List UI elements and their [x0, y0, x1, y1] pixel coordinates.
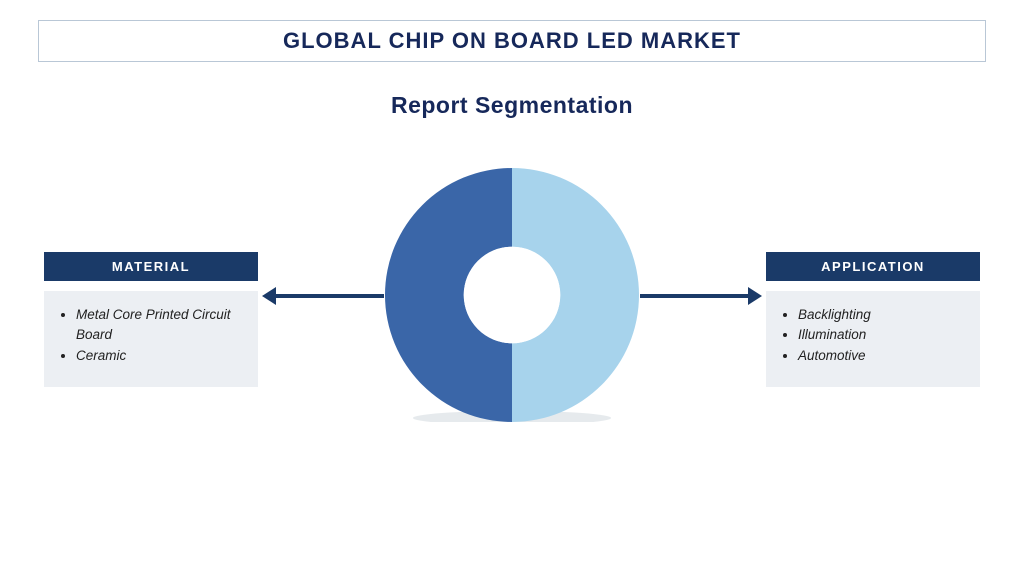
panel-material-header: MATERIAL	[44, 252, 258, 281]
main-title-text: GLOBAL CHIP ON BOARD LED MARKET	[283, 28, 741, 54]
panel-application-item: Illumination	[798, 325, 966, 345]
panel-material-body: Metal Core Printed Circuit BoardCeramic	[44, 291, 258, 387]
panel-material: MATERIAL Metal Core Printed Circuit Boar…	[44, 252, 258, 387]
panel-material-item: Metal Core Printed Circuit Board	[76, 305, 244, 346]
donut-chart	[385, 168, 639, 422]
panel-application-header: APPLICATION	[766, 252, 980, 281]
arrow-right	[640, 294, 750, 298]
panel-application: APPLICATION BacklightingIlluminationAuto…	[766, 252, 980, 387]
subheading: Report Segmentation	[0, 92, 1024, 119]
main-title-bar: GLOBAL CHIP ON BOARD LED MARKET	[38, 20, 986, 62]
panel-material-item: Ceramic	[76, 346, 244, 366]
panel-application-item: Automotive	[798, 346, 966, 366]
panel-application-body: BacklightingIlluminationAutomotive	[766, 291, 980, 387]
arrow-left	[274, 294, 384, 298]
panel-application-item: Backlighting	[798, 305, 966, 325]
